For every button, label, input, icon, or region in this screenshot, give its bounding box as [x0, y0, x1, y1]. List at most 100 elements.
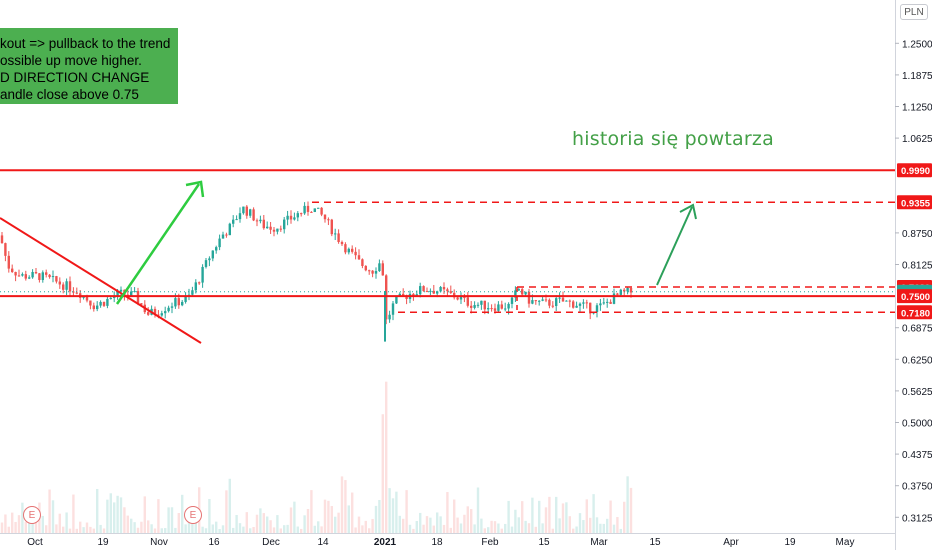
price-tick-label: 1.2500 [902, 39, 932, 50]
candle [606, 298, 609, 308]
volume-bar [289, 507, 293, 533]
currency-label[interactable]: PLN [900, 4, 928, 20]
volume-bar [232, 527, 235, 533]
volume-bars [0, 381, 633, 533]
candle-body [548, 299, 551, 306]
candle [466, 292, 469, 308]
volume-bar [147, 520, 150, 533]
candle-body [544, 299, 548, 301]
annotation-line-1: kout => pullback to the trend [0, 36, 171, 51]
price-axis[interactable]: 1.2500 1.1875 1.1250 1.0625 0.8750 0.8125 0.68… [895, 39, 932, 524]
candle [58, 277, 61, 289]
candle [279, 225, 282, 232]
candle-body [232, 219, 235, 224]
volume-bar [551, 528, 554, 533]
historia-annotation[interactable]: historia się powtarza [572, 128, 774, 150]
annotation-callout[interactable]: kout => pullback to the trend ossible up… [0, 28, 178, 104]
price-tag: 0.9355 [897, 195, 932, 210]
volume-bar [514, 509, 517, 533]
candle-body [208, 258, 211, 261]
price-tag-label: 0.7180 [901, 308, 930, 319]
volume-bar [548, 496, 551, 533]
candle-body [283, 219, 286, 230]
volume-bar [279, 528, 282, 533]
volume-bar [133, 522, 136, 533]
candle [368, 269, 371, 275]
volume-bar [599, 523, 602, 533]
bullish-arrow-shaft [115, 183, 201, 305]
volume-bar [276, 515, 279, 533]
candle-body [334, 233, 337, 235]
candle [228, 222, 231, 236]
candle [7, 251, 10, 273]
candle-body [215, 247, 218, 251]
volume-bar [0, 522, 4, 533]
candle-body [191, 290, 194, 295]
candle-body [252, 209, 255, 221]
candle [585, 299, 588, 309]
candle-body [425, 291, 429, 293]
volume-bar [606, 518, 609, 533]
candle-body [272, 229, 276, 232]
candle-body [177, 298, 180, 306]
price-tag: 0.7180 [897, 305, 932, 320]
volume-bar [51, 500, 55, 533]
volume-bar [48, 489, 51, 533]
candle-body [242, 206, 245, 214]
candle [31, 269, 34, 279]
candle-body [541, 299, 544, 301]
volume-bar [136, 527, 140, 533]
candle-body [7, 255, 10, 269]
candle [296, 211, 299, 222]
volume-bar [371, 518, 374, 533]
candle-body [371, 270, 374, 274]
volume-bar [177, 513, 180, 533]
candle-body [38, 273, 41, 281]
candle [181, 300, 184, 307]
candle-body [398, 293, 401, 296]
candle [269, 221, 272, 234]
candle [374, 267, 378, 279]
volume-bar [228, 478, 231, 533]
candle [201, 264, 204, 288]
volume-bar [534, 526, 537, 533]
volume-bar [470, 509, 473, 533]
volume-bar [187, 522, 191, 533]
volume-bar [589, 517, 592, 533]
candle [317, 207, 320, 209]
candle-body [442, 286, 446, 290]
volume-bar [442, 524, 446, 533]
candle-body [72, 291, 75, 293]
earnings-marker-nov[interactable]: E [184, 506, 202, 524]
volume-bar [456, 517, 459, 533]
volume-bar [259, 508, 262, 533]
candle [306, 201, 310, 216]
candle-body [24, 274, 27, 279]
candle-body [422, 286, 425, 292]
candle-body [412, 293, 415, 296]
candle-body [238, 213, 242, 220]
candle-body [361, 259, 364, 266]
candle [266, 221, 269, 229]
candle-body [558, 297, 561, 299]
earnings-marker-oct[interactable]: E [23, 506, 41, 524]
candle-body [575, 305, 578, 308]
volume-bar [585, 499, 588, 533]
candle-body [48, 274, 51, 278]
candle-body [463, 297, 466, 299]
candle-body [75, 292, 78, 294]
candle [4, 242, 7, 262]
time-axis[interactable]: Oct 19 Nov 16 Dec 14 2021 18 Feb 15 Mar 15 Apr 19 May [27, 537, 854, 548]
volume-bar [150, 524, 153, 533]
volume-bar [415, 520, 418, 533]
volume-bar [453, 499, 456, 533]
candle [534, 299, 537, 305]
candle [211, 250, 214, 262]
candle [514, 286, 517, 302]
volume-bar [334, 516, 337, 533]
candle-body [555, 298, 558, 307]
volume-bar [28, 515, 31, 533]
price-tag: 0.7500 [897, 289, 932, 304]
candle [160, 310, 163, 317]
volume-bar [113, 502, 116, 533]
